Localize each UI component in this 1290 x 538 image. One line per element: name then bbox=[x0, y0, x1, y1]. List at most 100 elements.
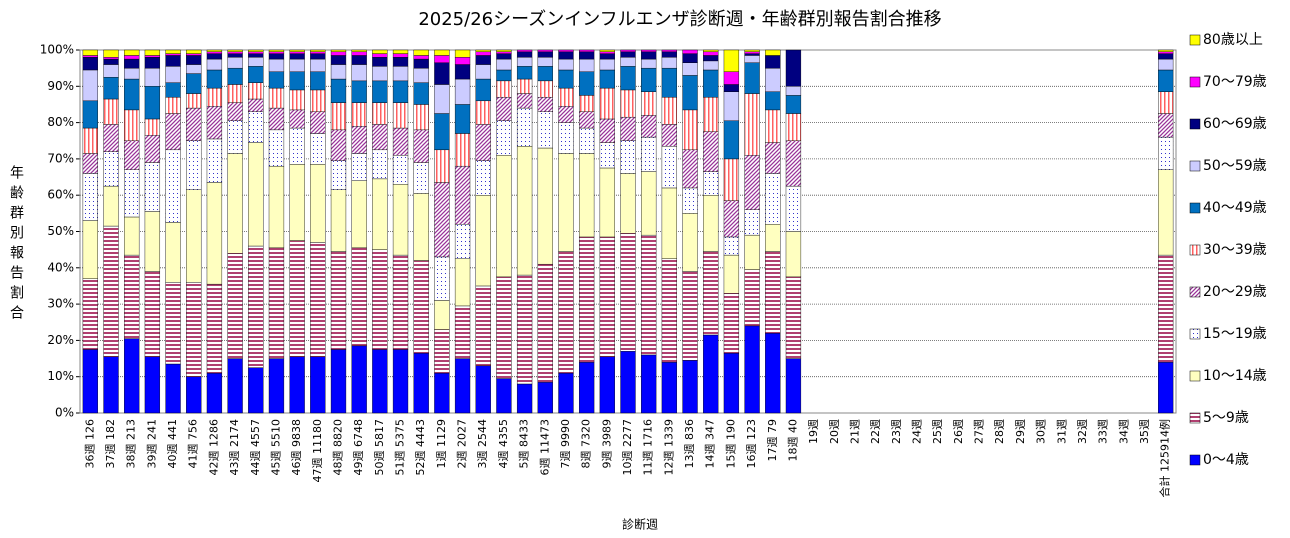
bar-segment bbox=[351, 180, 367, 249]
bar-segment bbox=[599, 53, 615, 60]
bar-segment bbox=[330, 102, 347, 131]
bar-segment bbox=[516, 274, 533, 385]
bar-segment bbox=[558, 87, 574, 107]
bar-segment bbox=[558, 69, 574, 89]
bar-segment bbox=[351, 49, 367, 53]
bar-segment bbox=[165, 96, 181, 114]
bar-segment bbox=[351, 102, 367, 127]
bar-segment bbox=[723, 120, 740, 160]
bar-segment bbox=[124, 338, 140, 414]
bar-segment bbox=[124, 67, 140, 80]
bar-segment bbox=[351, 345, 367, 414]
bar-segment bbox=[206, 182, 223, 285]
bar-segment bbox=[82, 278, 98, 350]
x-tick-label: 17週 79 bbox=[766, 419, 779, 462]
bar-segment bbox=[206, 372, 223, 414]
chart-title: 2025/26シーズンインフルエンザ診断週・年齢群別報告割合推移 bbox=[418, 9, 941, 30]
x-tick-label: 13週 836 bbox=[683, 419, 696, 469]
bar-segment bbox=[268, 53, 285, 60]
bar-segment bbox=[537, 147, 553, 265]
legend-label: 40～49歳 bbox=[1203, 200, 1267, 216]
bar-segment bbox=[723, 293, 740, 354]
bar-segment bbox=[186, 282, 202, 377]
bar-segment bbox=[165, 149, 181, 223]
legend-label: 50～59歳 bbox=[1203, 158, 1267, 174]
bar-segment bbox=[392, 49, 409, 54]
bar-segment bbox=[620, 173, 636, 234]
bar-segment bbox=[413, 260, 429, 354]
bar-segment bbox=[206, 283, 223, 374]
bar-segment bbox=[434, 55, 450, 63]
x-tick-label: 42週 1286 bbox=[207, 419, 220, 476]
bar-segment bbox=[578, 236, 595, 363]
x-tick-label: 16週 123 bbox=[745, 419, 758, 469]
bar-segment bbox=[248, 142, 264, 247]
legend-swatch bbox=[1189, 76, 1201, 88]
bar-segment bbox=[558, 49, 574, 53]
x-tick-label: 40週 441 bbox=[166, 419, 179, 469]
bar-segment bbox=[103, 58, 119, 65]
bar-segment bbox=[723, 254, 740, 294]
y-tick-label: 20% bbox=[47, 333, 74, 347]
x-tick-label: 4週 4355 bbox=[497, 419, 510, 469]
bar-segment bbox=[434, 256, 450, 301]
bar-segment bbox=[558, 251, 574, 374]
bar-segment bbox=[144, 356, 161, 414]
x-tick-label: 26週 bbox=[952, 419, 965, 444]
bar-segment bbox=[289, 71, 305, 91]
bar-segment bbox=[785, 276, 802, 359]
bar-segment bbox=[785, 49, 802, 87]
bar-segment bbox=[703, 69, 719, 98]
x-tick-label: 34週 bbox=[1117, 419, 1130, 444]
bar-segment bbox=[289, 240, 305, 357]
bar-segment bbox=[723, 91, 740, 121]
bar-segment bbox=[165, 363, 181, 414]
bar-segment bbox=[661, 124, 678, 147]
bar-segment bbox=[289, 127, 305, 165]
x-tick-label: 28週 bbox=[993, 419, 1006, 444]
bar-segment bbox=[454, 104, 471, 134]
x-tick-label: 19週 bbox=[807, 419, 820, 444]
bar-segment bbox=[641, 115, 657, 138]
bar-segment bbox=[599, 49, 615, 53]
bar-segment bbox=[661, 145, 678, 189]
bar-segment bbox=[144, 162, 161, 212]
y-tick-label: 100% bbox=[40, 43, 74, 57]
x-tick-label: 35週 bbox=[1138, 419, 1151, 444]
x-axis-label: 診断週 bbox=[622, 517, 658, 532]
bar-segment bbox=[599, 58, 615, 71]
bar-segment bbox=[516, 383, 533, 414]
bar-segment bbox=[578, 58, 595, 72]
bar-segment bbox=[578, 127, 595, 154]
bar-segment bbox=[310, 242, 326, 357]
bar-segment bbox=[227, 84, 243, 103]
bar-segment bbox=[661, 361, 678, 414]
bar-segment bbox=[227, 120, 243, 154]
bar-segment bbox=[661, 67, 678, 98]
bar-segment bbox=[496, 378, 512, 414]
bar-segment bbox=[703, 51, 719, 56]
bar-segment bbox=[744, 49, 760, 53]
legend-label: 0～4歳 bbox=[1203, 452, 1249, 468]
y-tick-label: 70% bbox=[47, 151, 74, 165]
bar-segment bbox=[310, 51, 326, 54]
bar-segment bbox=[620, 140, 636, 174]
bar-segment bbox=[785, 113, 802, 141]
x-tick-label: 48週 8820 bbox=[331, 419, 344, 476]
bar-segment bbox=[103, 77, 119, 100]
bar-segment bbox=[372, 349, 388, 414]
bar-segment bbox=[227, 153, 243, 254]
bar-segment bbox=[475, 64, 491, 80]
bar-segment bbox=[454, 133, 471, 167]
bar-segment bbox=[82, 100, 98, 129]
bar-segment bbox=[454, 165, 471, 225]
bar-segment bbox=[103, 64, 119, 78]
bar-segment bbox=[227, 358, 243, 414]
bar-segment bbox=[330, 64, 347, 80]
bar-segment bbox=[537, 263, 553, 383]
bar-segment bbox=[744, 51, 760, 54]
bar-segment bbox=[496, 69, 512, 82]
legend-swatch bbox=[1189, 202, 1201, 214]
x-tick-label: 39週 241 bbox=[145, 419, 158, 469]
bar-segment bbox=[516, 145, 533, 276]
